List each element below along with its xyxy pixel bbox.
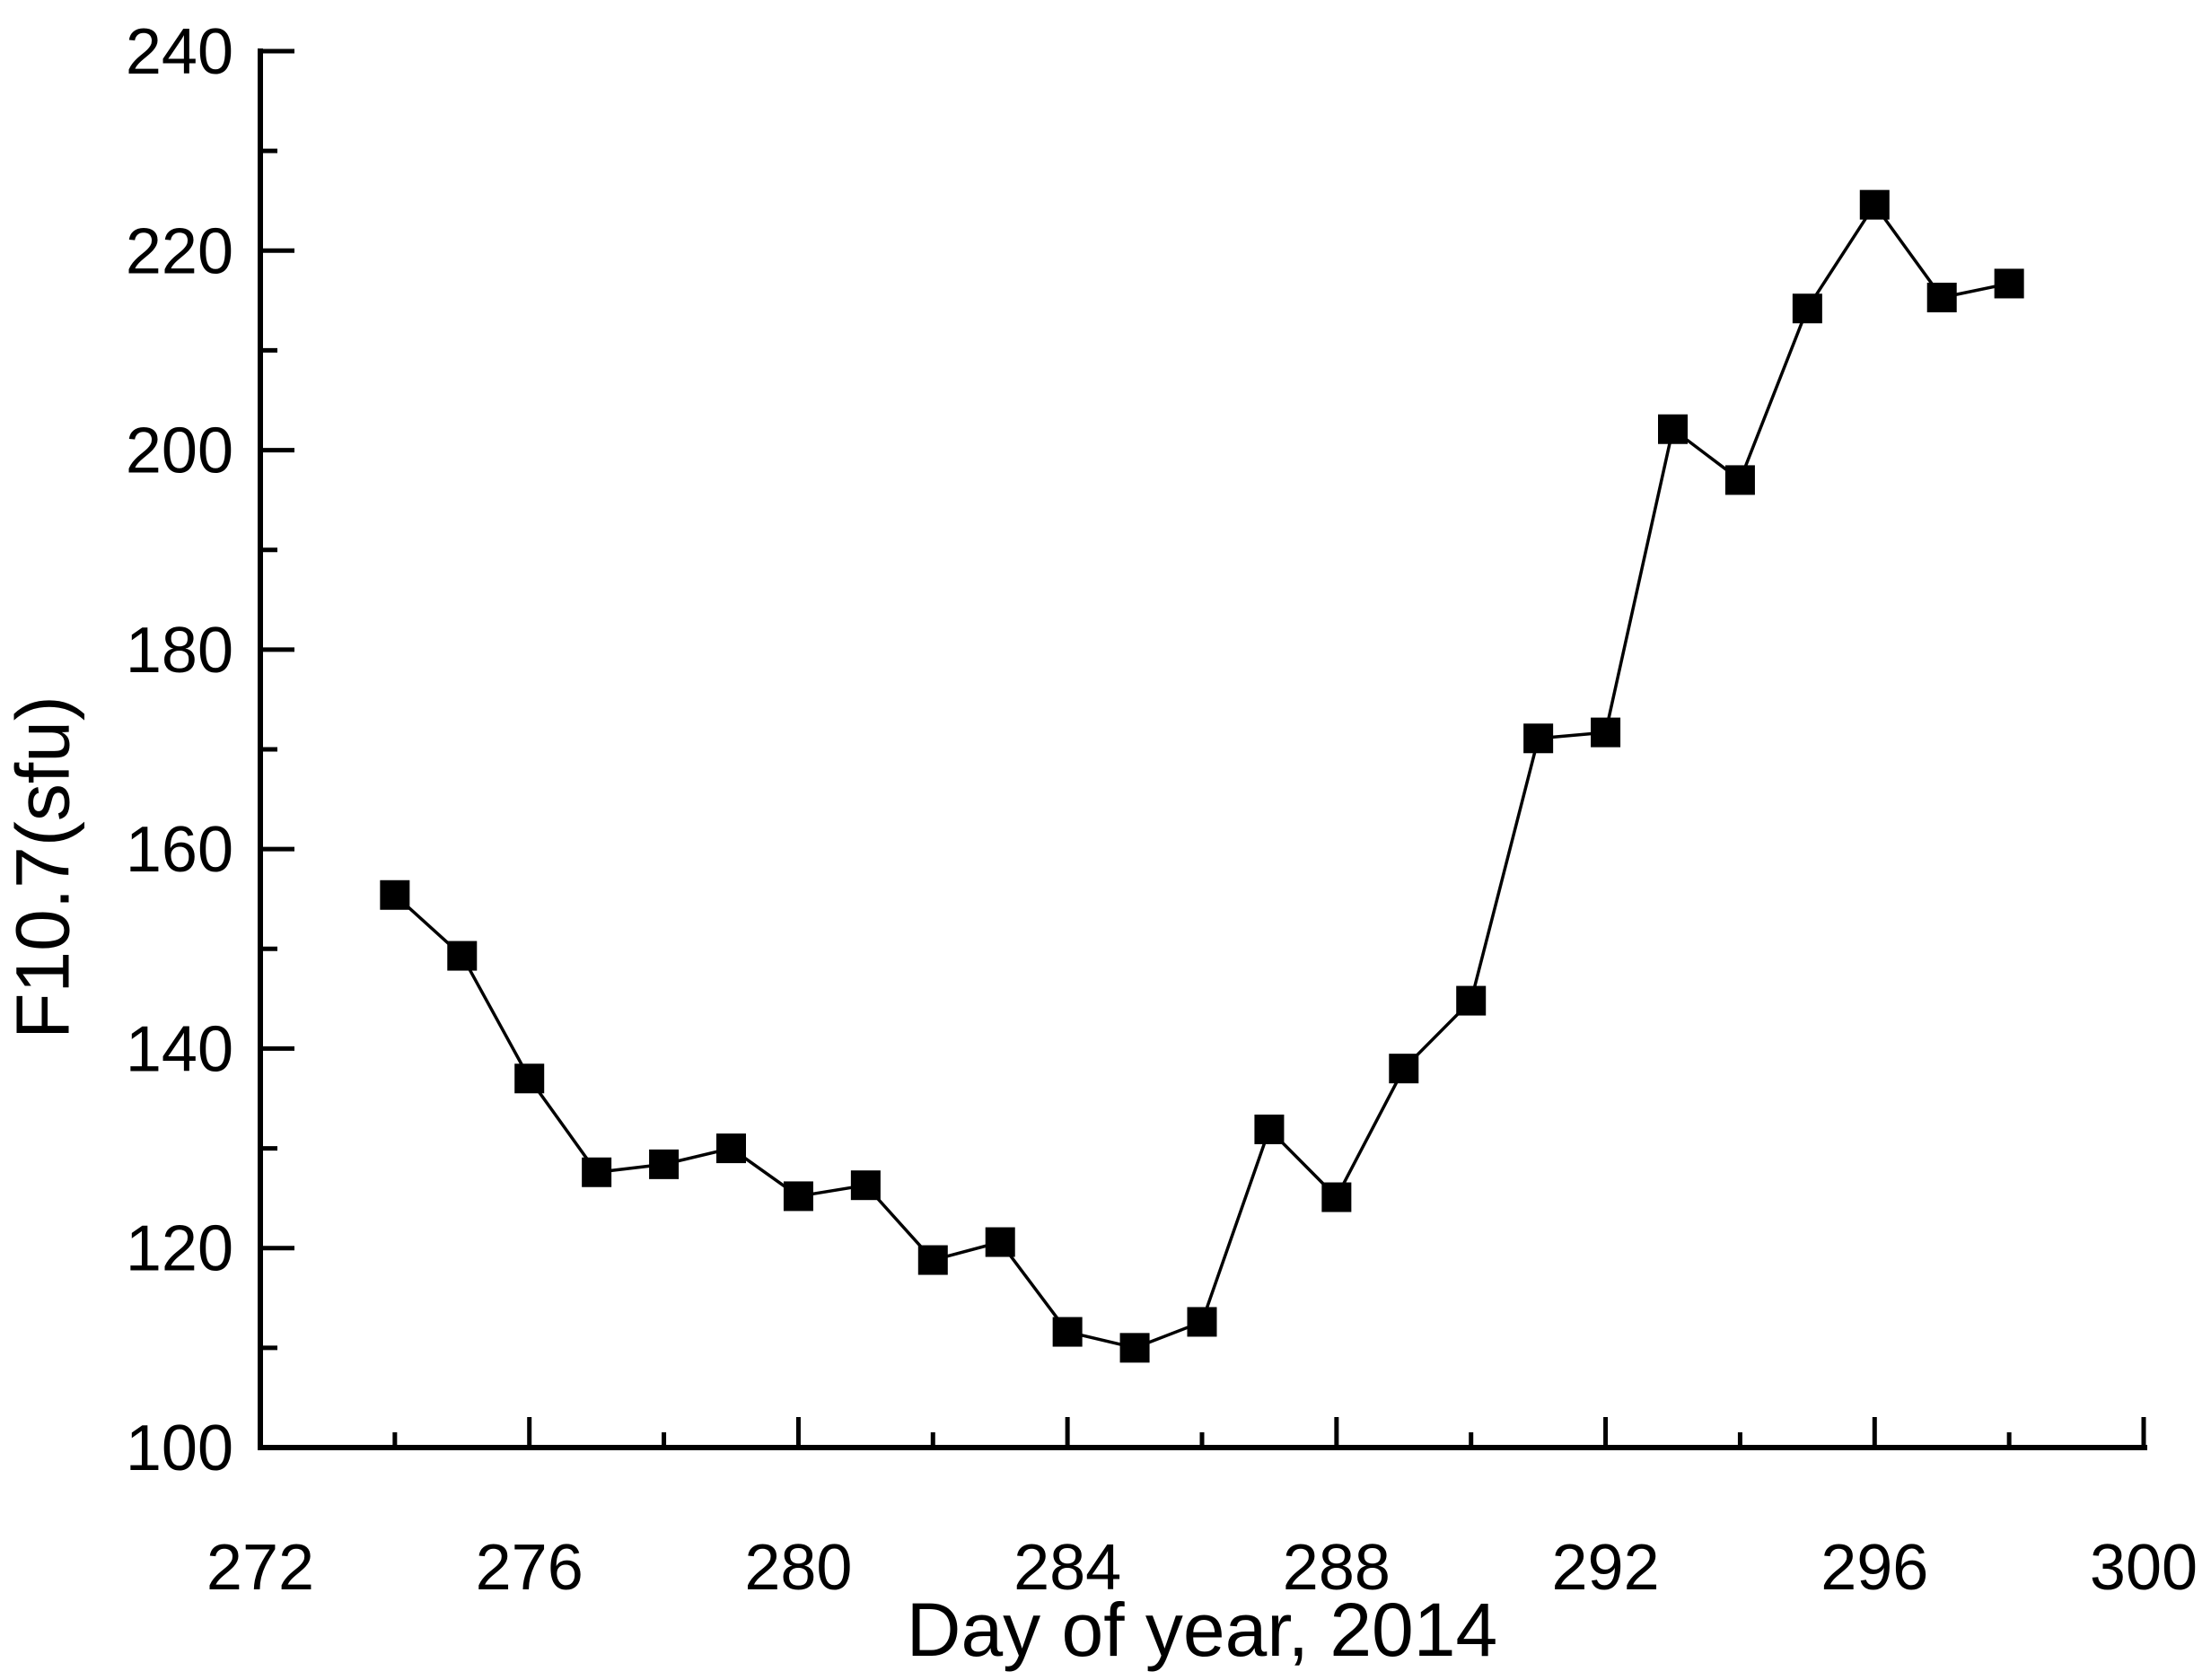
data-point-marker [1254, 1114, 1285, 1144]
data-point-marker [716, 1133, 746, 1164]
x-tick-label: 272 [206, 1532, 314, 1604]
data-point-marker [1119, 1333, 1150, 1363]
y-axis-title: F10.7(sfu) [0, 696, 85, 1039]
x-tick-label: 300 [2090, 1532, 2198, 1604]
data-point-marker [783, 1181, 813, 1212]
data-point-marker [582, 1157, 612, 1187]
x-tick-label: 296 [1821, 1532, 1928, 1604]
data-point-marker [1792, 293, 1822, 324]
y-tick-label: 180 [126, 615, 233, 687]
y-tick-label: 100 [126, 1413, 233, 1484]
data-point-marker [1456, 985, 1487, 1016]
data-point-marker [1052, 1317, 1083, 1347]
data-point-marker [917, 1245, 948, 1275]
series-line [393, 202, 2010, 1350]
data-point-marker [649, 1149, 680, 1179]
data-point-marker [380, 879, 410, 910]
data-point-marker [985, 1227, 1015, 1257]
x-tick-label: 292 [1552, 1532, 1660, 1604]
data-point-marker [1658, 414, 1688, 444]
data-point-marker [1724, 465, 1755, 495]
data-point-marker [1389, 1054, 1419, 1084]
y-tick-label: 140 [126, 1013, 233, 1085]
data-point-marker [1321, 1182, 1352, 1212]
data-point-marker [1994, 268, 2024, 299]
data-point-marker [514, 1063, 545, 1094]
x-tick-label: 276 [476, 1532, 583, 1604]
y-tick-label: 160 [126, 814, 233, 886]
data-point-marker [850, 1170, 881, 1201]
data-point-marker [1591, 717, 1621, 748]
y-tick-label: 120 [126, 1213, 233, 1285]
data-point-marker [1859, 189, 1890, 220]
data-point-marker [1926, 283, 1957, 313]
x-tick-label: 288 [1283, 1532, 1391, 1604]
x-tick-label: 280 [744, 1532, 852, 1604]
x-axis-title: Day of year, 2014 [906, 1588, 1498, 1672]
x-tick-label: 284 [1013, 1532, 1121, 1604]
y-tick-label: 240 [126, 16, 233, 88]
data-point-marker [447, 941, 478, 971]
y-tick-label: 220 [126, 215, 233, 287]
data-point-marker [1187, 1307, 1217, 1337]
y-tick-label: 200 [126, 416, 233, 487]
data-point-marker [1523, 723, 1554, 754]
